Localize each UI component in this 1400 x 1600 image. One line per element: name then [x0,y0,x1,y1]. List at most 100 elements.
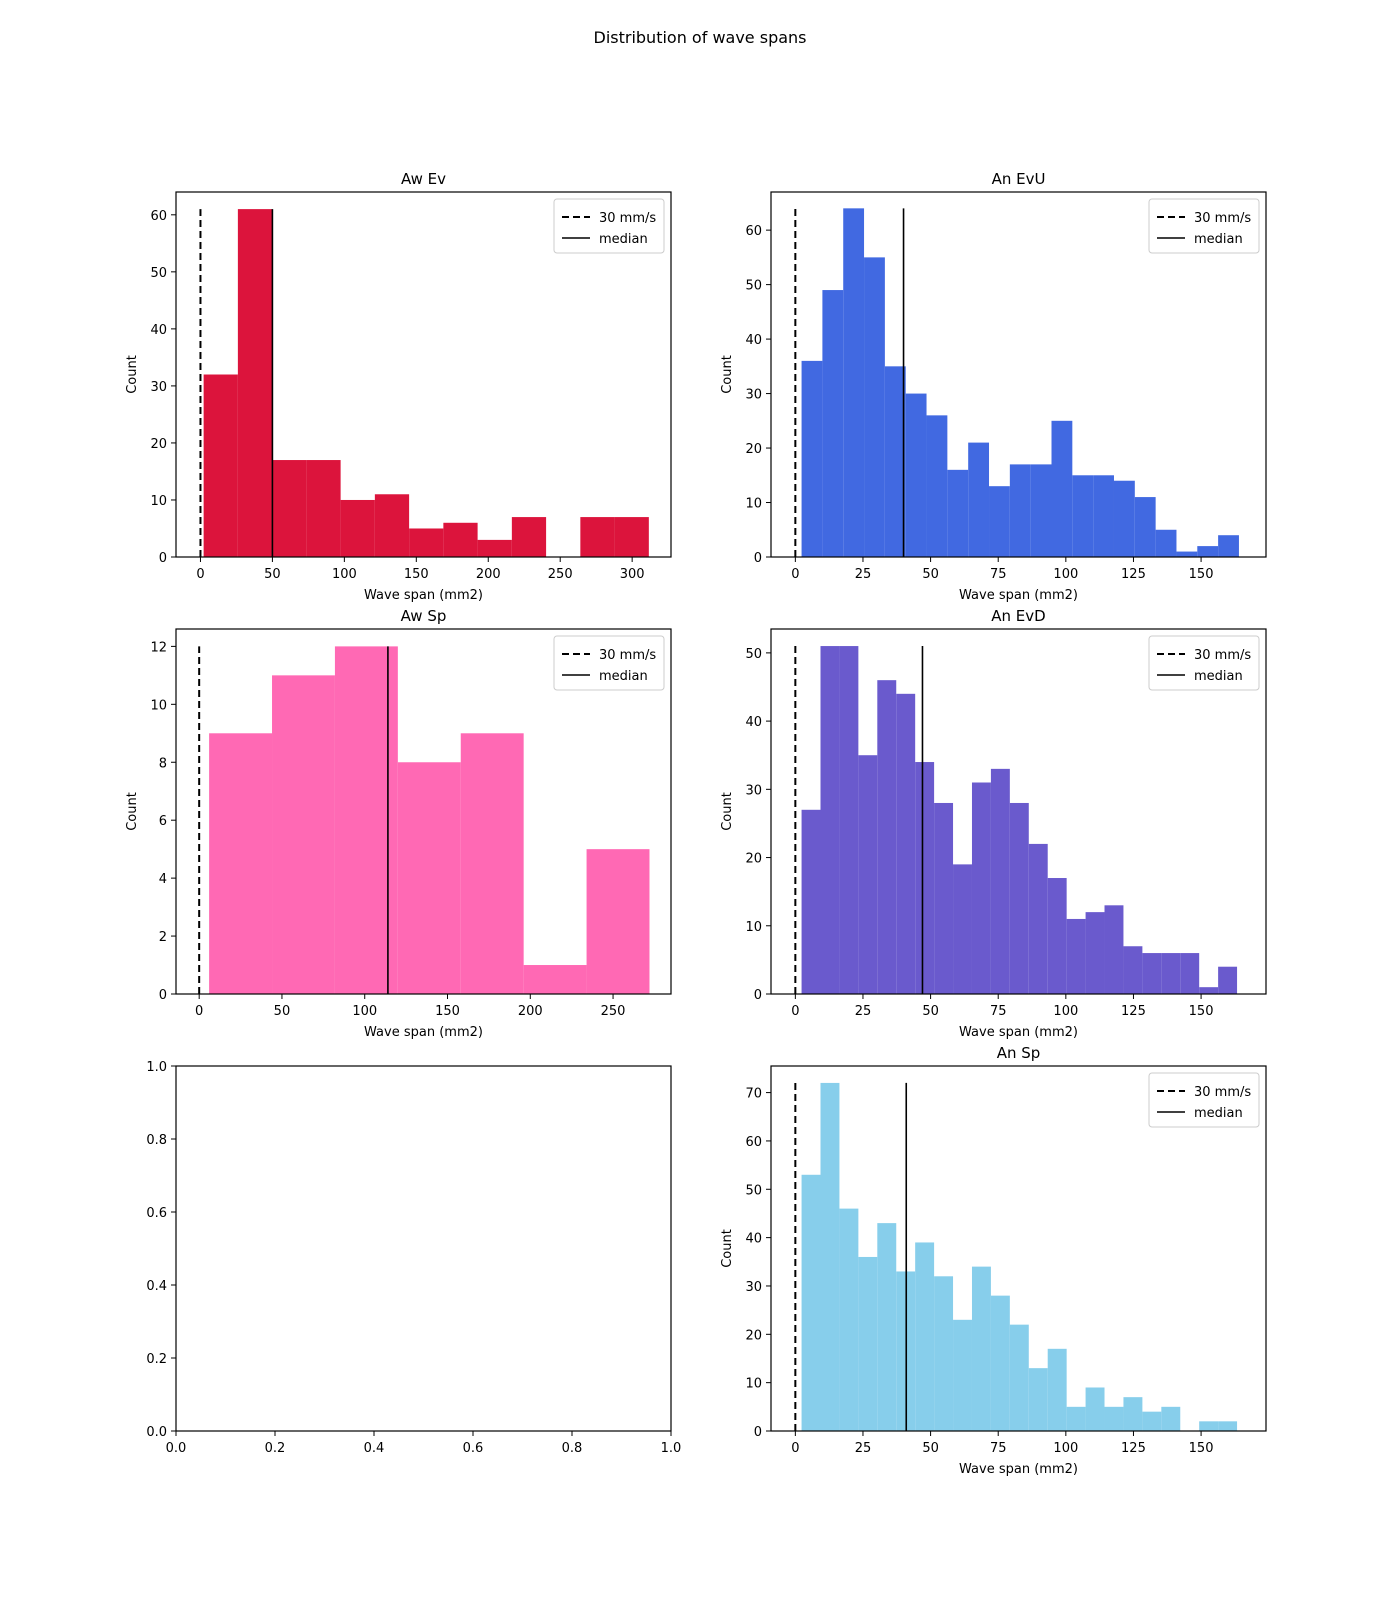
histogram-bar [586,849,650,994]
histogram-bar [1072,475,1094,557]
y-tick-label: 6 [159,814,167,829]
y-tick-label: 20 [745,442,762,457]
histogram-bar [460,733,524,994]
axes-frame [770,191,1267,558]
histogram-bar [1028,843,1048,994]
histogram-bar [877,1223,897,1431]
histogram-bar [523,965,587,994]
legend-label-reference: 30 mm/s [599,211,656,226]
x-tick-label: 150 [435,1004,460,1019]
y-tick-label: 0.2 [146,1352,167,1367]
legend-label-reference: 30 mm/s [1194,648,1251,663]
histogram-bar [934,1276,954,1431]
histogram-bar [580,517,615,557]
histogram-bar [1218,1421,1238,1431]
x-tick-label: 250 [548,567,573,582]
y-tick-label: 50 [745,1183,762,1198]
x-axis-label: Wave span (mm2) [959,1462,1078,1477]
legend: 30 mm/s median [553,198,665,254]
legend-label-median: median [1194,669,1243,684]
x-axis-label: Wave span (mm2) [364,1025,483,1040]
y-tick-label: 40 [150,323,167,338]
y-tick-label: 0.0 [146,1425,167,1440]
legend-label-reference: 30 mm/s [1194,211,1251,226]
y-tick-label: 30 [745,783,762,798]
x-tick-label: 50 [922,567,939,582]
axes-frame [770,1065,1267,1432]
x-tick-label: 0.0 [166,1441,187,1456]
histogram-bar [839,1208,859,1431]
legend-label-median: median [1194,232,1243,247]
histogram-bar [1123,1397,1143,1431]
y-axis-label: Count [125,792,140,831]
x-tick-label: 75 [990,567,1007,582]
histogram-bars [801,1082,1238,1431]
histogram-bar [272,460,307,557]
y-tick-label: 30 [150,380,167,395]
subplot-title: An EvD [991,607,1045,625]
histogram-bar [340,499,375,557]
histogram-bar [934,802,954,994]
y-tick-label: 12 [150,640,167,655]
histogram-bar [990,1295,1010,1431]
histogram-bar [1197,546,1219,557]
histogram-bar [1180,953,1200,994]
y-tick-label: 20 [150,437,167,452]
histogram-bar [1009,464,1031,557]
y-tick-label: 50 [745,647,762,662]
y-tick-label: 60 [745,224,762,239]
subplot-title: Aw Sp [401,607,447,625]
histogram-bar [1218,535,1239,557]
y-tick-label: 70 [745,1087,762,1102]
y-axis-label: Count [720,355,735,394]
histogram-bar [953,864,972,994]
legend-box [553,198,665,254]
y-axis-label: Count [125,355,140,394]
histogram-bar [1161,1406,1181,1431]
x-tick-label: 1.0 [661,1441,682,1456]
histogram-bar [1134,497,1156,557]
histogram-bar [1093,475,1114,557]
y-tick-label: 8 [159,756,167,771]
histogram-bar [820,646,840,994]
axes-frame [175,628,672,995]
histogram-bar [237,209,273,557]
histogram-bar [306,460,341,557]
y-tick-label: 60 [150,209,167,224]
subplot-2: 0 25 50 75 100 125 150 0 10 20 30 40 50 60 An EvU Wave … [720,170,1267,603]
histogram-bar [1051,420,1073,557]
histogram-bar [203,374,238,557]
histogram-bar [1142,953,1162,994]
x-tick-label: 50 [922,1441,939,1456]
histogram-bars [203,209,649,557]
subplot-6: 0 25 50 75 100 125 150 0 10 20 30 40 50 60 70 An Sp Wave… [720,1044,1267,1477]
x-tick-label: 0 [791,1004,799,1019]
histogram-bar [1009,1324,1029,1431]
y-tick-label: 4 [159,872,167,887]
histogram-bar [989,486,1010,557]
histogram-bar [1047,878,1067,994]
legend-label-median: median [599,669,648,684]
y-tick-label: 0 [159,988,167,1003]
histogram-bars [801,646,1238,994]
x-tick-label: 0 [791,1441,799,1456]
x-tick-label: 0.6 [463,1441,484,1456]
x-tick-label: 100 [352,1004,377,1019]
y-tick-label: 20 [745,1328,762,1343]
histogram-bar [839,646,859,994]
y-tick-label: 30 [745,1280,762,1295]
x-tick-label: 75 [990,1004,1007,1019]
axes-frame [175,191,672,558]
axes-frame [175,1065,672,1432]
x-tick-label: 50 [922,1004,939,1019]
x-axis-label: Wave span (mm2) [364,588,483,603]
histogram-bar [1176,551,1198,557]
histogram-bar [947,469,969,557]
histogram-bar [1104,905,1124,994]
y-tick-label: 10 [745,497,762,512]
histogram-bar [915,1242,935,1431]
histogram-bar [614,517,649,557]
x-tick-label: 100 [1053,1441,1078,1456]
y-tick-label: 0.4 [146,1279,167,1294]
x-axis-label: Wave span (mm2) [959,588,1078,603]
